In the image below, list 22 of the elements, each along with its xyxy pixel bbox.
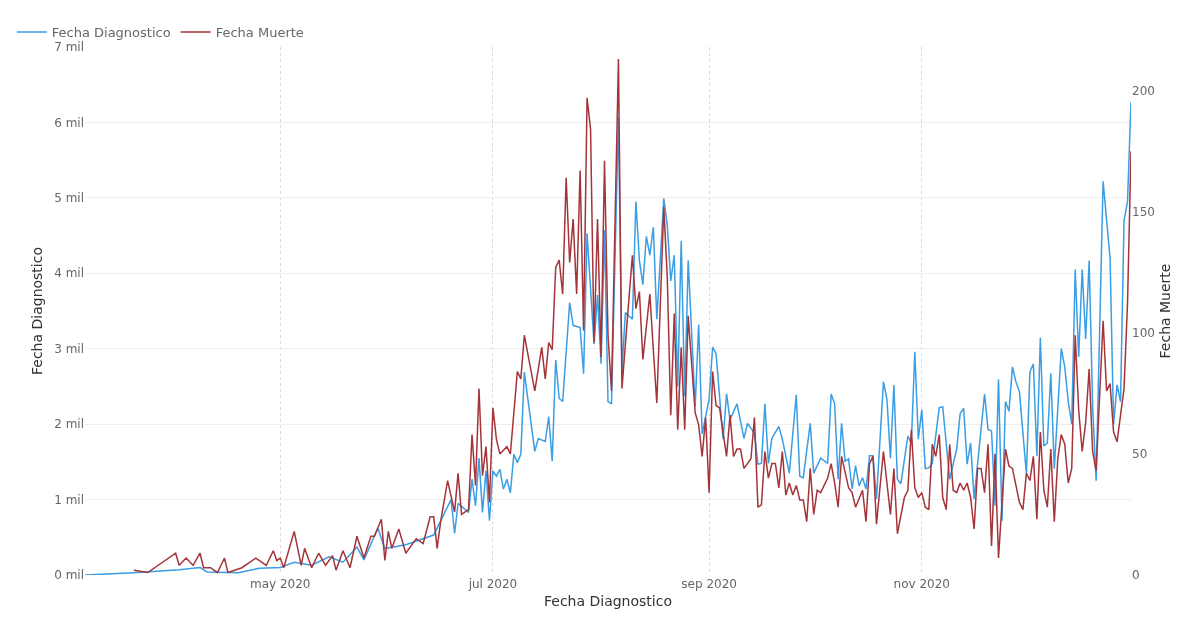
y-tick-label: 3 mil — [54, 341, 84, 356]
y2-tick-label: 0 — [1132, 568, 1140, 583]
x-tick-label: sep 2020 — [681, 577, 737, 591]
y-axis-title: Fecha Diagnostico — [28, 246, 45, 376]
y-tick-label: 7 mil — [54, 40, 84, 55]
legend-label: Fecha Muerte — [215, 25, 304, 41]
x-tick-label: nov 2020 — [893, 577, 950, 591]
y2-tick-label: 150 — [1132, 204, 1155, 219]
legend-label: Fecha Diagnostico — [51, 25, 171, 41]
y-tick-label: 5 mil — [54, 191, 84, 206]
y2-tick-label: 50 — [1132, 447, 1148, 462]
y2-tick-label: 100 — [1132, 326, 1155, 340]
y-tick-label: 1 mil — [54, 492, 84, 507]
y-tick-label: 4 mil — [54, 266, 84, 281]
x-tick-label: may 2020 — [250, 577, 311, 591]
x-tick-label: jul 2020 — [467, 577, 518, 591]
y-tick-label: 0 mil — [54, 568, 84, 583]
y2-axis-title: Fecha Muerte — [1157, 263, 1174, 359]
x-axis-title: Fecha Diagnostico — [543, 593, 673, 610]
y-tick-label: 2 mil — [54, 417, 84, 432]
y2-tick-label: 200 — [1132, 83, 1155, 98]
y-tick-label: 6 mil — [54, 115, 84, 130]
